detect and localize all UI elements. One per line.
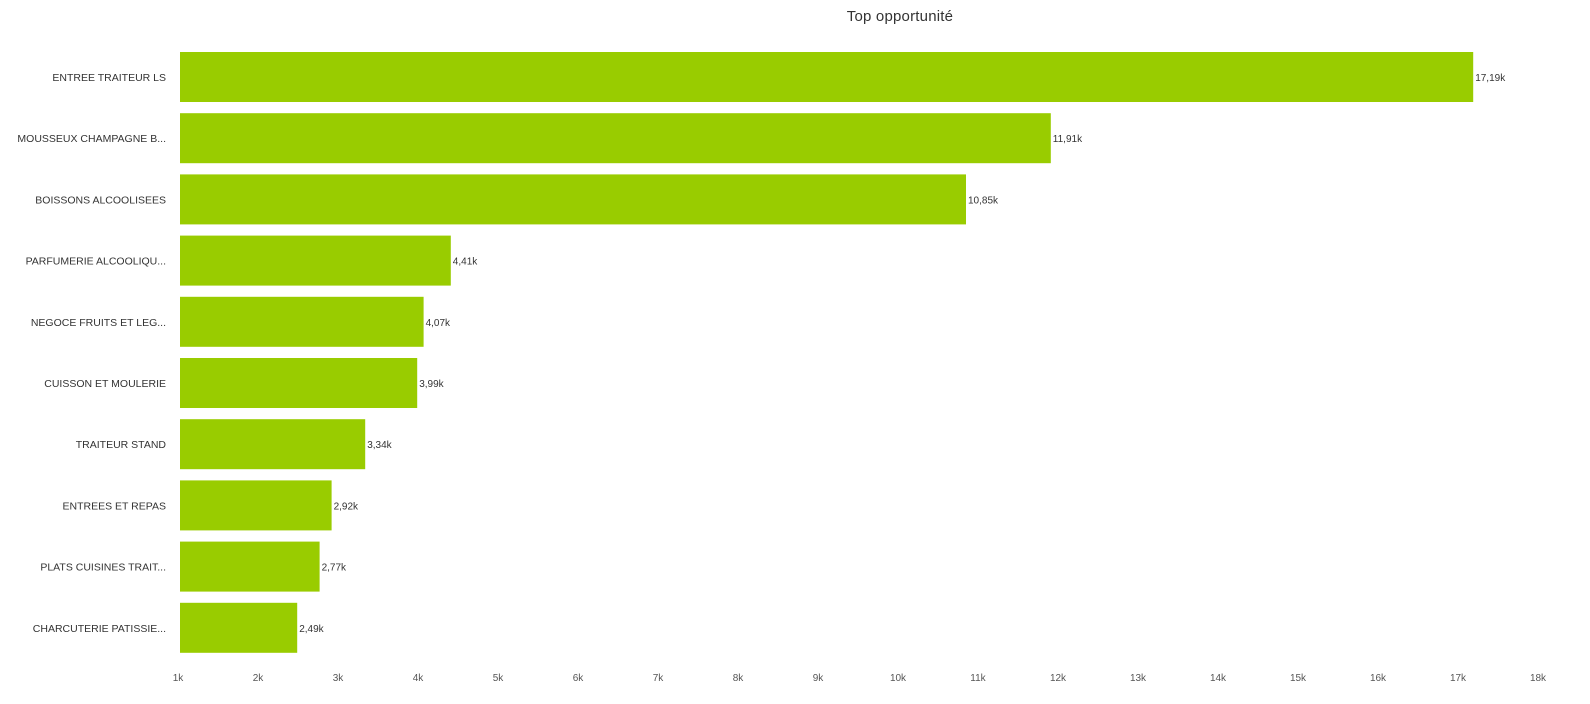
value-label: 11,91k — [1053, 134, 1083, 145]
category-label: BOISSONS ALCOOLISEES — [35, 194, 166, 206]
x-tick-label: 15k — [1290, 673, 1307, 684]
value-label: 10,85k — [968, 195, 999, 206]
value-label: 4,41k — [453, 257, 478, 268]
x-tick-label: 17k — [1450, 673, 1467, 684]
bar[interactable] — [180, 358, 418, 408]
x-tick-label: 10k — [890, 673, 907, 684]
x-tick-label: 5k — [493, 673, 505, 684]
category-label: CUISSON ET MOULERIE — [44, 378, 166, 390]
x-tick-label: 7k — [653, 673, 665, 684]
bar[interactable] — [180, 541, 320, 592]
bar[interactable] — [180, 235, 451, 286]
x-tick-label: 18k — [1530, 673, 1547, 684]
category-label: MOUSSEUX CHAMPAGNE B... — [17, 133, 166, 145]
value-label: 2,92k — [334, 501, 359, 512]
value-label: 2,49k — [299, 624, 324, 635]
bar[interactable] — [180, 419, 366, 470]
bar[interactable] — [180, 113, 1051, 164]
bar[interactable] — [180, 296, 424, 347]
value-label: 3,34k — [367, 440, 392, 451]
x-tick-label: 9k — [813, 673, 825, 684]
x-tick-label: 3k — [333, 673, 345, 684]
category-label: ENTREE TRAITEUR LS — [52, 72, 166, 84]
value-label: 3,99k — [419, 379, 444, 390]
chart-title: Top opportunité — [846, 8, 954, 25]
category-label: NEGOCE FRUITS ET LEG... — [31, 317, 166, 329]
bar[interactable] — [180, 52, 1474, 102]
category-label: PARFUMERIE ALCOOLIQU... — [26, 256, 166, 268]
bar[interactable] — [180, 174, 966, 225]
x-tick-label: 8k — [733, 673, 745, 684]
value-label: 17,19k — [1475, 73, 1506, 84]
x-tick-label: 4k — [413, 673, 425, 684]
value-label: 2,77k — [322, 563, 347, 574]
x-tick-label: 11k — [970, 673, 986, 684]
value-label: 4,07k — [426, 318, 451, 329]
bar[interactable] — [180, 480, 332, 531]
x-tick-label: 16k — [1370, 673, 1387, 684]
x-tick-label: 12k — [1050, 673, 1067, 684]
x-tick-label: 6k — [573, 673, 585, 684]
bar[interactable] — [180, 602, 298, 653]
x-tick-label: 1k — [173, 673, 185, 684]
category-label: PLATS CUISINES TRAIT... — [40, 562, 166, 574]
x-tick-label: 2k — [253, 673, 265, 684]
category-label: CHARCUTERIE PATISSIE... — [33, 623, 166, 635]
x-tick-label: 13k — [1130, 673, 1147, 684]
category-label: ENTREES ET REPAS — [63, 500, 166, 512]
x-tick-label: 14k — [1210, 673, 1227, 684]
category-label: TRAITEUR STAND — [76, 439, 167, 451]
